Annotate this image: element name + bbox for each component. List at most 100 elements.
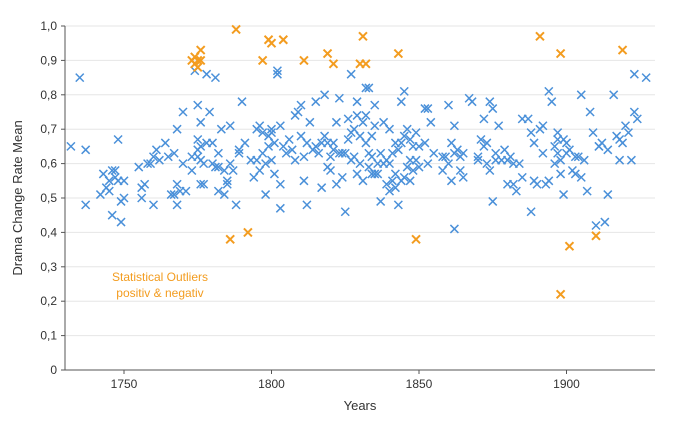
data-point bbox=[479, 114, 489, 124]
data-point bbox=[275, 121, 285, 131]
data-point bbox=[414, 162, 424, 172]
data-point bbox=[202, 69, 212, 79]
data-point bbox=[576, 172, 586, 182]
data-point bbox=[107, 165, 117, 176]
data-point bbox=[367, 131, 377, 141]
data-point bbox=[213, 186, 223, 196]
data-point bbox=[340, 207, 350, 217]
data-point bbox=[266, 124, 277, 134]
data-point bbox=[620, 121, 631, 131]
outlier-point bbox=[535, 31, 545, 42]
y-tick-labels: 0 0,1 0,2 0,3 0,4 0,5 0,6 0,7 0,8 0,9 1,0 bbox=[40, 19, 65, 377]
y-tick-label: 0,6 bbox=[40, 157, 57, 171]
data-point bbox=[370, 100, 380, 110]
data-point bbox=[305, 117, 315, 127]
data-points bbox=[66, 24, 651, 300]
data-point bbox=[148, 200, 159, 210]
data-point bbox=[553, 148, 563, 158]
data-point bbox=[199, 179, 209, 189]
data-point bbox=[261, 190, 271, 200]
outlier-point bbox=[555, 289, 566, 300]
data-point bbox=[387, 148, 397, 158]
data-point bbox=[526, 128, 536, 138]
data-point bbox=[629, 107, 639, 117]
outlier-point bbox=[278, 35, 289, 45]
data-point bbox=[399, 172, 409, 182]
x-tick-label: 1800 bbox=[258, 377, 285, 391]
data-point bbox=[178, 159, 188, 169]
data-point bbox=[134, 162, 144, 172]
data-point bbox=[623, 128, 633, 138]
data-point bbox=[449, 121, 459, 131]
y-tick-label: 0,7 bbox=[40, 122, 57, 136]
data-point bbox=[570, 152, 580, 162]
data-point bbox=[225, 159, 235, 169]
data-point bbox=[384, 124, 395, 134]
data-point bbox=[579, 155, 589, 165]
data-point bbox=[181, 186, 191, 196]
data-point bbox=[441, 152, 451, 162]
data-point bbox=[75, 73, 85, 83]
data-point bbox=[228, 165, 238, 176]
data-point bbox=[488, 104, 498, 114]
data-point bbox=[550, 141, 560, 151]
y-tick-label: 0 bbox=[50, 363, 57, 377]
outlier-point bbox=[225, 234, 235, 244]
data-point bbox=[473, 155, 483, 165]
data-point bbox=[240, 138, 250, 148]
outlier-point bbox=[358, 31, 368, 42]
data-point bbox=[113, 134, 123, 145]
data-point bbox=[355, 159, 365, 169]
data-point bbox=[544, 176, 554, 186]
data-point bbox=[550, 159, 560, 169]
data-point bbox=[508, 179, 518, 189]
outlier-point bbox=[257, 55, 268, 66]
data-point bbox=[532, 179, 542, 189]
data-point bbox=[485, 165, 495, 176]
data-point bbox=[523, 114, 533, 124]
x-tick-label: 1900 bbox=[553, 377, 580, 391]
data-point bbox=[343, 134, 353, 145]
data-point bbox=[485, 97, 495, 107]
outlier-point bbox=[266, 38, 277, 48]
data-point bbox=[213, 148, 223, 158]
data-point bbox=[420, 104, 430, 114]
data-point bbox=[196, 117, 206, 127]
data-point bbox=[196, 179, 206, 189]
data-point bbox=[488, 196, 498, 206]
data-point bbox=[585, 107, 595, 117]
data-point bbox=[408, 165, 418, 176]
data-point bbox=[393, 200, 403, 210]
data-point bbox=[237, 97, 247, 107]
data-point bbox=[154, 155, 164, 165]
data-point bbox=[467, 97, 477, 107]
data-point bbox=[275, 203, 285, 213]
data-point bbox=[166, 190, 176, 200]
data-point bbox=[399, 86, 409, 96]
data-point bbox=[104, 176, 114, 186]
data-point bbox=[272, 66, 282, 76]
data-point bbox=[458, 172, 468, 182]
data-point bbox=[402, 124, 412, 134]
data-point bbox=[384, 159, 395, 169]
data-point bbox=[213, 162, 223, 172]
data-point bbox=[556, 169, 566, 179]
data-point bbox=[337, 172, 347, 182]
data-point bbox=[325, 152, 336, 162]
data-point bbox=[222, 179, 232, 189]
data-point bbox=[393, 145, 403, 155]
outlier-point bbox=[195, 55, 206, 66]
data-point bbox=[172, 124, 182, 134]
data-point bbox=[269, 138, 279, 148]
data-point bbox=[328, 138, 338, 148]
data-point bbox=[446, 176, 456, 186]
data-point bbox=[169, 190, 179, 200]
y-tick-label: 0,5 bbox=[40, 191, 57, 205]
data-point bbox=[311, 97, 321, 107]
y-tick-label: 0,8 bbox=[40, 88, 57, 102]
data-point bbox=[396, 138, 406, 148]
outlier-point bbox=[393, 48, 404, 59]
data-point bbox=[370, 169, 380, 179]
data-point bbox=[266, 155, 277, 165]
